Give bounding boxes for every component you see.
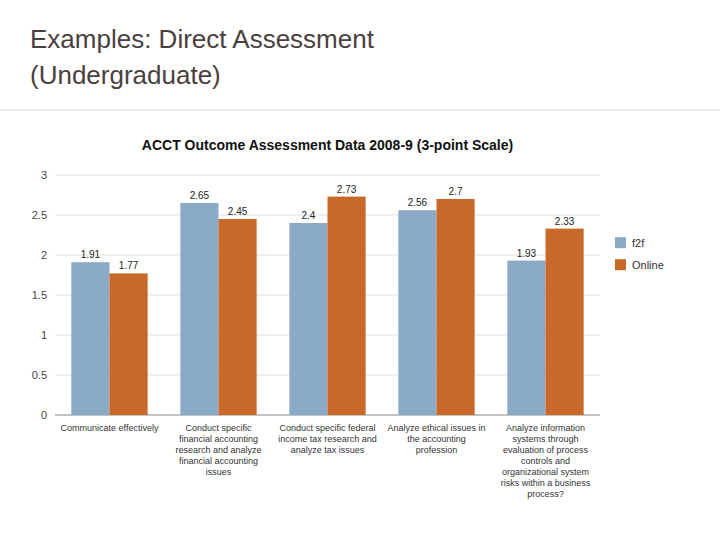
y-tick-label: 2.5 xyxy=(32,209,47,221)
data-label: 2.33 xyxy=(555,216,575,227)
bar xyxy=(507,261,545,415)
legend-swatch xyxy=(615,237,626,248)
x-tick-label: Analyze ethical issues inthe accountingp… xyxy=(387,423,485,455)
bar xyxy=(546,229,584,415)
legend-label: f2f xyxy=(632,237,645,249)
x-tick-label: Communicate effectively xyxy=(61,423,159,433)
data-label: 1.91 xyxy=(81,249,101,260)
y-tick-label: 1.5 xyxy=(32,289,47,301)
grid-line xyxy=(55,175,600,176)
y-tick-label: 1 xyxy=(41,329,47,341)
y-tick-label: 0.5 xyxy=(32,369,47,381)
data-labels: 1.91 2.65 2.4 2.56 1.93 1.77 2.45 2.73 2.7 2.33 xyxy=(81,184,575,272)
data-label: 2.7 xyxy=(449,186,463,197)
data-label: 2.45 xyxy=(228,206,248,217)
chart-title: ACCT Outcome Assessment Data 2008-9 (3-p… xyxy=(142,137,513,153)
bar xyxy=(398,210,436,415)
data-label: 1.77 xyxy=(119,260,139,271)
bar xyxy=(110,273,148,415)
bar xyxy=(289,223,327,415)
data-label: 2.56 xyxy=(408,197,428,208)
y-tick-label: 2 xyxy=(41,249,47,261)
legend-label: Online xyxy=(632,259,664,271)
legend: f2f Online xyxy=(615,237,664,271)
bar xyxy=(437,199,475,415)
grid xyxy=(55,175,600,415)
data-label: 2.65 xyxy=(190,190,210,201)
bar xyxy=(71,262,109,415)
slide-title: (Undergraduate) xyxy=(30,60,221,90)
header-rule xyxy=(0,110,720,111)
x-tick-label: Analyze informationsystems throughevalua… xyxy=(501,423,591,499)
data-label: 2.4 xyxy=(301,210,315,221)
x-tick-label: Conduct specific federalincome tax resea… xyxy=(278,423,377,455)
bar xyxy=(219,219,257,415)
bar xyxy=(180,203,218,415)
bars xyxy=(71,197,583,415)
legend-swatch xyxy=(615,259,626,270)
bar xyxy=(328,197,366,415)
data-label: 1.93 xyxy=(517,248,537,259)
slide-title: Examples: Direct Assessment xyxy=(30,24,375,54)
chart-canvas: Examples: Direct Assessment (Undergraduat… xyxy=(0,0,720,540)
data-label: 2.73 xyxy=(337,184,357,195)
y-tick-label: 0 xyxy=(41,409,47,421)
x-tick-label: Conduct specificfinancial accountingrese… xyxy=(175,423,261,477)
y-tick-label: 3 xyxy=(41,169,47,181)
